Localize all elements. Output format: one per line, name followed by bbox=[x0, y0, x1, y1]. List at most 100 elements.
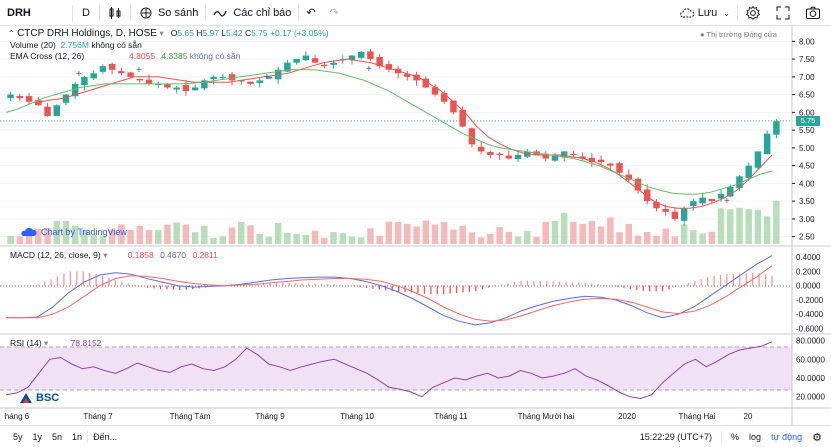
candle-body bbox=[653, 202, 660, 209]
interval-button[interactable]: D bbox=[73, 0, 99, 26]
tradingview-link[interactable]: Chart by TradingView bbox=[20, 227, 127, 237]
price-tick-label: 3.00 bbox=[799, 215, 815, 224]
candle-body bbox=[431, 87, 439, 95]
candle-body bbox=[7, 94, 14, 99]
volume-bar bbox=[108, 229, 116, 244]
candle-body bbox=[81, 76, 88, 86]
volume-bar bbox=[560, 212, 568, 244]
candle-body bbox=[468, 128, 476, 145]
series-title: CTCP DRH Holdings, D, HOSE bbox=[17, 28, 157, 39]
volume-bar bbox=[182, 224, 190, 244]
time-tick-label: Tháng 10 bbox=[340, 412, 374, 421]
macd-tick-label: 0.2000 bbox=[796, 267, 821, 276]
candle-body bbox=[155, 83, 162, 85]
save-layout-button[interactable]: Lưu ⌄ bbox=[672, 0, 737, 26]
range-1d[interactable]: 1n bbox=[72, 431, 83, 442]
volume-bar bbox=[145, 230, 153, 244]
candle-body bbox=[662, 208, 669, 212]
candle-body bbox=[597, 159, 605, 163]
undo-button[interactable]: ↶ bbox=[299, 0, 322, 26]
signal-line bbox=[6, 265, 773, 322]
goto-date-button[interactable]: Đến... bbox=[93, 431, 118, 442]
candle-body bbox=[210, 76, 217, 80]
ema-cross-marker: + bbox=[264, 72, 270, 83]
candle-body bbox=[404, 73, 411, 77]
candle-body bbox=[173, 87, 180, 90]
rsi-tick-label: 60.0000 bbox=[796, 355, 825, 364]
fullscreen-button[interactable] bbox=[768, 0, 798, 26]
chart-canvas[interactable]: + + + + + 8.00 7.50 7.00 6.50 6.00 5.50 5.00 4.50 4.… bbox=[0, 26, 831, 425]
volume-label: Volume (20) bbox=[10, 40, 56, 50]
macd-tick-label: -0.4000 bbox=[796, 310, 824, 319]
candle-body bbox=[459, 109, 466, 127]
chart-type-button[interactable] bbox=[100, 0, 130, 26]
percent-toggle[interactable]: % bbox=[731, 432, 740, 442]
indicators-button[interactable]: Các chỉ báo bbox=[206, 0, 298, 26]
volume-bar bbox=[210, 237, 217, 244]
fullscreen-icon bbox=[776, 6, 790, 20]
rsi-line bbox=[5, 341, 773, 400]
candle-body bbox=[763, 133, 771, 155]
candle-body bbox=[367, 51, 374, 60]
candle-body bbox=[505, 155, 513, 159]
symbol-search-button[interactable]: DRH bbox=[0, 0, 72, 26]
auto-scale-toggle[interactable]: tự động bbox=[771, 432, 803, 442]
volume-value: 2.756M bbox=[60, 40, 89, 50]
compare-button[interactable]: So sánh bbox=[131, 0, 205, 26]
ohlc-c-value: 5.75 bbox=[251, 28, 268, 38]
candle-body bbox=[487, 152, 494, 155]
series-menu-icon: ▾ bbox=[159, 28, 164, 38]
screenshot-button[interactable] bbox=[798, 0, 831, 26]
volume-bar bbox=[754, 209, 762, 244]
time-tick-label: Tháng Mười hai bbox=[518, 412, 575, 421]
divider bbox=[721, 431, 723, 443]
ohlc-l-label: L bbox=[221, 28, 227, 38]
time-tick-label: 20 bbox=[744, 412, 753, 421]
candle-body bbox=[284, 62, 291, 72]
volume-bar bbox=[53, 221, 60, 244]
volume-bar bbox=[71, 225, 79, 244]
candle-body bbox=[238, 80, 245, 82]
volume-bar bbox=[717, 208, 725, 244]
volume-bar bbox=[422, 220, 430, 244]
volume-bar bbox=[690, 230, 697, 244]
volume-bar bbox=[708, 231, 716, 244]
ema-slow-line bbox=[5, 69, 773, 195]
redo-button[interactable]: ↷ bbox=[323, 0, 346, 26]
candle-body bbox=[256, 80, 263, 83]
volume-bar bbox=[44, 227, 51, 244]
candle-body bbox=[321, 64, 328, 67]
candle-body bbox=[330, 62, 337, 65]
time-axis[interactable]: háng 6 Tháng 7 Tháng Tám Tháng 9 Tháng 10 Thá… bbox=[5, 412, 753, 421]
volume-bar bbox=[238, 221, 245, 244]
volume-bar bbox=[441, 222, 448, 244]
range-5y[interactable]: 5y bbox=[13, 431, 23, 442]
volume-bar bbox=[736, 207, 743, 244]
candle-body bbox=[560, 151, 568, 158]
time-tick-label: Tháng Hai bbox=[679, 412, 716, 421]
candle-body bbox=[62, 94, 70, 103]
candle-body bbox=[717, 194, 725, 199]
undo-icon: ↶ bbox=[306, 7, 316, 19]
price-axis[interactable]: 8.00 7.50 7.00 6.50 6.00 5.50 5.00 4.50 4.00 3.50… bbox=[792, 37, 825, 402]
time-tick-label: Tháng 11 bbox=[434, 412, 468, 421]
log-toggle[interactable]: log bbox=[749, 432, 762, 442]
range-1y[interactable]: 1y bbox=[32, 431, 43, 442]
volume-bar bbox=[228, 227, 236, 244]
volume-bar bbox=[16, 236, 24, 244]
volume-bar bbox=[25, 232, 33, 244]
gear-icon[interactable]: ⚙ bbox=[812, 431, 822, 444]
candle-body bbox=[191, 87, 199, 91]
candle-body bbox=[542, 153, 549, 159]
candle-body bbox=[99, 66, 107, 72]
volume-bar bbox=[468, 232, 476, 244]
volume-bar bbox=[745, 209, 752, 244]
candle-body bbox=[265, 76, 273, 79]
ema-legend: EMA Cross (12, 26) 4.8055 4.3385 không c… bbox=[10, 51, 240, 62]
macd-value-2: 0.4670 bbox=[160, 250, 187, 260]
range-5d[interactable]: 5n bbox=[52, 431, 63, 442]
settings-button[interactable] bbox=[738, 0, 768, 26]
candle-body bbox=[293, 59, 300, 63]
volume-bar bbox=[570, 221, 577, 244]
